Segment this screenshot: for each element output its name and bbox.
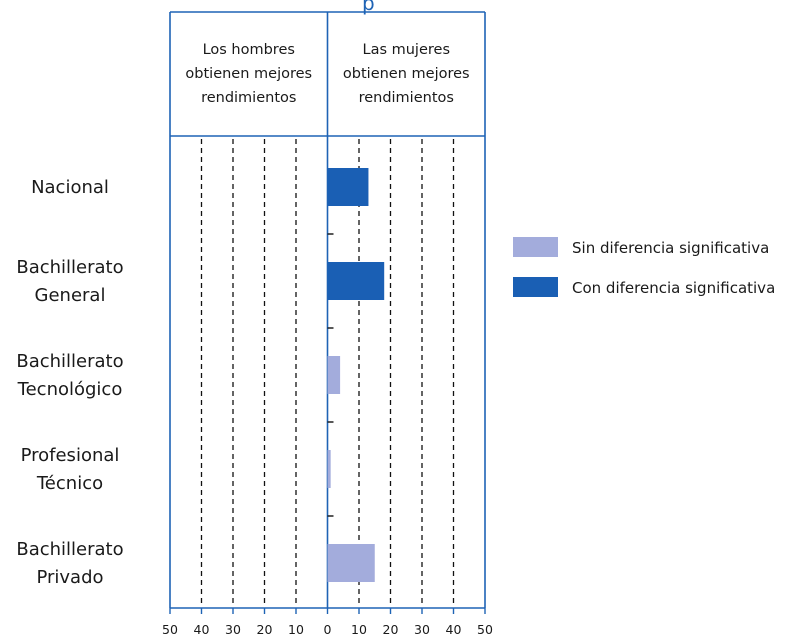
legend-swatch: [513, 237, 558, 257]
x-tick-label: 40: [446, 622, 462, 637]
legend-swatch: [513, 277, 558, 297]
left-header-line: obtienen mejores: [185, 66, 312, 82]
category-label: Nacional: [31, 177, 109, 198]
bar: [327, 262, 385, 300]
left-header-line: rendimientos: [201, 90, 296, 106]
category-label: Bachillerato: [16, 351, 123, 372]
x-tick-label: 10: [288, 622, 304, 637]
right-header-line: Las mujeres: [362, 42, 450, 58]
panel-headers: Los hombres obtienen mejores rendimientos L…: [185, 42, 469, 106]
x-tick-label: 20: [257, 622, 273, 637]
bar: [327, 168, 369, 206]
legend: Sin diferencia significativa Con diferenc…: [513, 237, 775, 297]
x-tick-label: 50: [477, 622, 493, 637]
x-tick-label: 50: [162, 622, 178, 637]
bar: [327, 544, 375, 582]
category-label: Bachillerato: [16, 257, 123, 278]
x-tick-label: 30: [414, 622, 430, 637]
left-header-line: Los hombres: [203, 42, 295, 58]
category-label: Bachillerato: [16, 539, 123, 560]
x-tick-label: 30: [225, 622, 241, 637]
legend-label: Con diferencia significativa: [572, 279, 775, 297]
category-label: General: [35, 285, 106, 306]
x-tick-label: 10: [351, 622, 367, 637]
bar: [327, 356, 341, 394]
bar: [327, 450, 331, 488]
legend-label: Sin diferencia significativa: [572, 239, 769, 257]
grid-lines: [200, 139, 455, 606]
x-tick-label: 40: [194, 622, 210, 637]
x-axis-ticks: 50 40 30 20 10 0 10 20 30 40 50: [162, 608, 493, 637]
bars: [327, 168, 385, 582]
category-label: Profesional: [21, 445, 120, 466]
category-labels: Nacional Bachillerato General Bachillerato T…: [16, 177, 123, 588]
right-header-line: rendimientos: [359, 90, 454, 106]
x-tick-label: 20: [383, 622, 399, 637]
category-label: Técnico: [36, 473, 103, 494]
right-header-line: obtienen mejores: [343, 66, 470, 82]
x-tick-label: 0: [324, 622, 332, 637]
category-label: Privado: [36, 567, 103, 588]
category-label: Tecnológico: [17, 379, 123, 400]
